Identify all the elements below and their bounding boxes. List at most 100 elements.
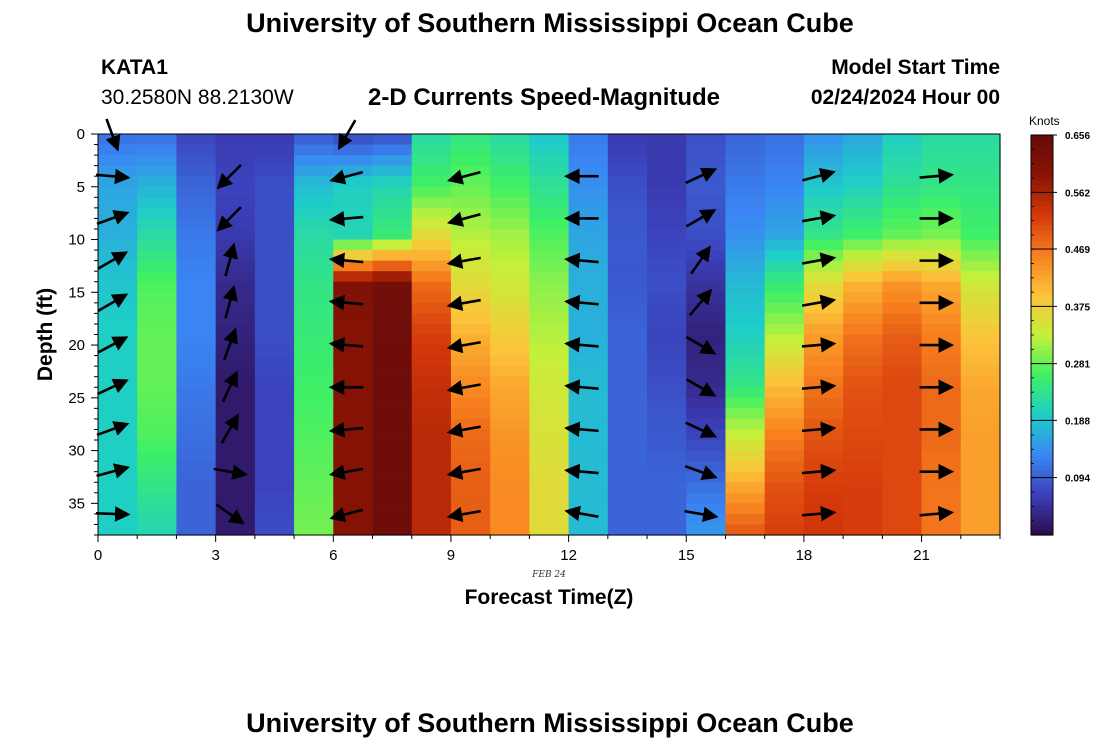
heatmap-cell: [98, 440, 138, 452]
heatmap-cell: [960, 250, 1001, 262]
heatmap-cell: [960, 207, 1001, 220]
current-vector-arrow: [919, 505, 955, 522]
heatmap-cell: [843, 461, 883, 473]
heatmap-cell: [960, 155, 1001, 167]
heatmap-cell: [960, 397, 1001, 409]
heatmap-cell: [568, 355, 609, 367]
heatmap-cell: [607, 250, 648, 262]
heatmap-cell: [450, 408, 491, 420]
colorbar-segment: [1031, 260, 1053, 266]
current-vector-arrow: [446, 211, 481, 227]
heatmap-cell: [137, 482, 178, 494]
heatmap-cell: [725, 165, 766, 177]
heatmap-cell: [411, 524, 452, 536]
heatmap-cell: [843, 524, 883, 536]
heatmap-cell: [568, 260, 609, 272]
heatmap-cell: [490, 345, 530, 357]
heatmap-cell: [843, 218, 883, 230]
heatmap-cell: [176, 418, 217, 431]
heatmap-cell: [215, 218, 256, 230]
heatmap-cell: [921, 271, 962, 283]
heatmap-cell: [607, 440, 648, 452]
heatmap-cell: [647, 513, 687, 526]
heatmap-cell: [254, 471, 295, 483]
heatmap-cell: [294, 397, 334, 409]
heatmap-cell: [568, 313, 609, 325]
heatmap-cell: [921, 197, 962, 209]
heatmap-cell: [176, 482, 217, 494]
heatmap-cell: [176, 313, 217, 325]
y-tick-label: 30: [68, 443, 85, 460]
heatmap-cell: [843, 260, 883, 272]
heatmap-cell: [764, 218, 805, 230]
heatmap-cell: [411, 334, 452, 346]
heatmap-cell: [176, 397, 217, 409]
colorbar-segment: [1031, 500, 1053, 506]
heatmap-cell: [882, 207, 923, 220]
colorbar-tick-label: 0.188: [1065, 416, 1090, 427]
heatmap-cell: [607, 408, 648, 420]
x-tick-label: 9: [447, 547, 455, 564]
heatmap-cell: [764, 418, 805, 431]
heatmap-cell: [372, 155, 413, 167]
heatmap-cell: [411, 207, 452, 220]
heatmap-cell: [843, 429, 883, 441]
heatmap-cell: [294, 471, 334, 483]
heatmap-cell: [960, 292, 1001, 304]
heatmap-cell: [686, 239, 727, 251]
heatmap-cell: [960, 271, 1001, 283]
heatmap-cell: [98, 408, 138, 420]
heatmap-cell: [764, 408, 805, 420]
heatmap-cell: [372, 524, 413, 536]
heatmap-cell: [568, 471, 609, 483]
heatmap-cell: [176, 134, 217, 146]
heatmap-cell: [960, 165, 1001, 177]
heatmap-cell: [921, 155, 962, 167]
current-vector-arrow: [213, 464, 248, 480]
heatmap-cell: [764, 471, 805, 483]
current-vector-arrow: [685, 335, 717, 355]
colorbar-segment: [1031, 195, 1053, 201]
colorbar-segment: [1031, 135, 1053, 141]
heatmap-cell: [411, 461, 452, 473]
heatmap-cell: [529, 345, 570, 357]
colorbar-segment: [1031, 490, 1053, 496]
heatmap-cell: [764, 186, 805, 198]
heatmap-cell: [176, 186, 217, 198]
heatmap-cell: [647, 250, 687, 262]
heatmap-cell: [607, 176, 648, 188]
heatmap-cell: [686, 387, 727, 399]
colorbar-segment: [1031, 450, 1053, 456]
heatmap-cell: [411, 197, 452, 209]
heatmap-cell: [686, 323, 727, 336]
heatmap-cell: [803, 313, 844, 325]
colorbar-segment: [1031, 410, 1053, 416]
colorbar-segment: [1031, 295, 1053, 301]
heatmap-cell: [450, 387, 491, 399]
heatmap-cell: [137, 155, 178, 167]
heatmap-cell: [254, 292, 295, 304]
heatmap-cell: [960, 355, 1001, 367]
current-vector-arrow: [97, 336, 129, 354]
heatmap-cell: [764, 197, 805, 209]
heatmap-cell: [137, 207, 178, 220]
current-vector-arrow: [685, 421, 718, 438]
heatmap-cell: [725, 239, 766, 251]
heatmap-cell: [294, 334, 334, 346]
heatmap-cell: [607, 513, 648, 526]
heatmap-cell: [568, 207, 609, 220]
heatmap-cell: [294, 207, 334, 220]
heatmap-cell: [529, 482, 570, 494]
heatmap-cell: [921, 366, 962, 378]
heatmap-cell: [98, 482, 138, 494]
heatmap-cell: [882, 228, 923, 241]
heatmap-cell: [333, 397, 374, 409]
heatmap-cell: [137, 313, 178, 325]
heatmap-cell: [254, 144, 295, 156]
heatmap-cell: [803, 144, 844, 156]
heatmap-cell: [764, 207, 805, 220]
heatmap-cell: [921, 408, 962, 420]
heatmap-cell: [215, 492, 256, 504]
heatmap-cell: [529, 429, 570, 441]
heatmap-cell: [333, 250, 374, 262]
